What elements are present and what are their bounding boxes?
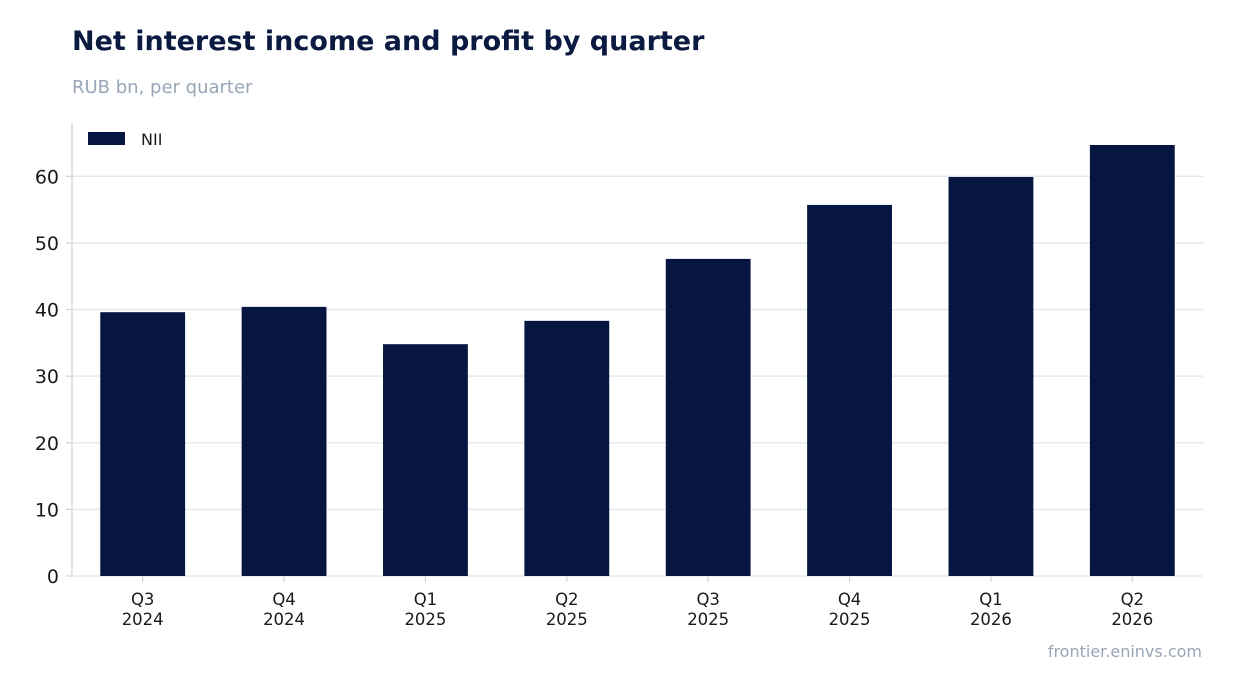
x-tick-label-quarter: Q3 <box>131 590 155 609</box>
bar <box>524 320 610 576</box>
legend-label: NII <box>141 130 162 149</box>
y-tick-label: 30 <box>35 366 59 388</box>
bar <box>100 312 186 576</box>
y-tick-label: 0 <box>47 566 59 588</box>
y-tick-label: 60 <box>35 166 59 188</box>
x-tick-label-year: 2025 <box>404 610 446 629</box>
y-tick-label: 50 <box>35 233 59 255</box>
y-tick-label: 20 <box>35 433 59 455</box>
legend-swatch <box>88 132 125 145</box>
x-tick-label-year: 2024 <box>122 610 164 629</box>
x-tick-label-quarter: Q4 <box>272 590 296 609</box>
x-tick-label-year: 2026 <box>970 610 1012 629</box>
bar <box>948 176 1034 576</box>
x-tick-labels: Q32024Q42024Q12025Q22025Q32025Q42025Q120… <box>122 590 1154 629</box>
x-tick-label-quarter: Q1 <box>414 590 438 609</box>
x-tick-label-year: 2025 <box>829 610 871 629</box>
chart-subtitle: RUB bn, per quarter <box>72 77 253 98</box>
x-tick-label-year: 2025 <box>546 610 588 629</box>
x-tick-label-quarter: Q4 <box>838 590 862 609</box>
x-tick-label-quarter: Q2 <box>1121 590 1145 609</box>
y-tick-label: 10 <box>35 499 59 521</box>
x-tick-label-year: 2024 <box>263 610 305 629</box>
x-tick-label-year: 2025 <box>687 610 729 629</box>
y-tick-label: 40 <box>35 300 59 322</box>
y-tick-labels: 0 10 20 30 40 50 60 <box>35 166 59 588</box>
x-tick-label-quarter: Q1 <box>979 590 1003 609</box>
bar <box>665 258 751 576</box>
bar <box>383 344 468 576</box>
x-tick-label-quarter: Q2 <box>555 590 579 609</box>
x-tick-label-quarter: Q3 <box>696 590 720 609</box>
bar <box>241 306 327 576</box>
chart-title: Net interest income and profit by quarte… <box>72 26 705 57</box>
bars <box>100 144 1175 577</box>
x-tick-label-year: 2026 <box>1111 610 1153 629</box>
bar <box>1089 144 1175 576</box>
source-credit: frontier.eninvs.com <box>1047 642 1202 661</box>
bar <box>807 204 892 577</box>
legend: NII <box>88 130 162 149</box>
